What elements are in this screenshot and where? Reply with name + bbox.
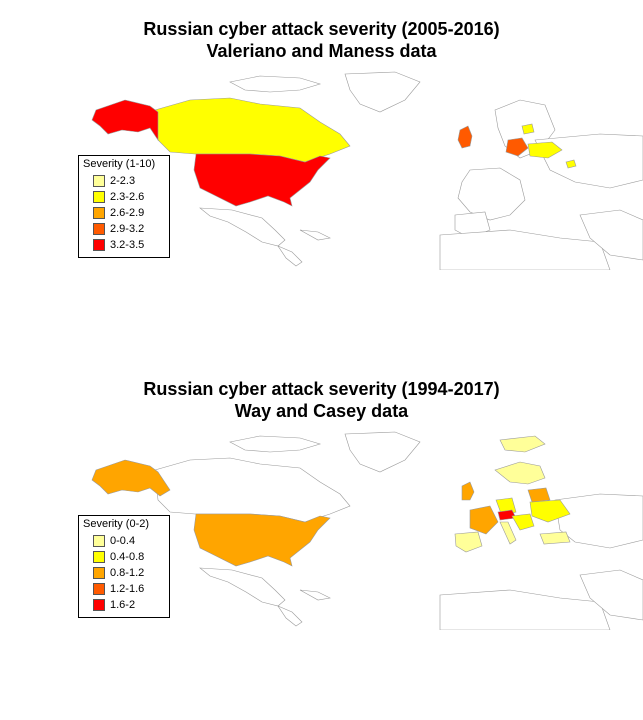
region-eastern-europe [534,133,643,189]
region-arctic-islands [229,435,322,453]
map-title-line2: Valeriano and Maness data [206,41,437,61]
country-baltics [521,123,535,135]
world-map-1 [91,71,643,270]
country-ukraine [527,141,563,159]
legend-label: 2.3-2.6 [110,191,145,203]
country-georgia [565,159,577,169]
country-ukraine [529,499,571,523]
country-usa [193,513,331,567]
legend-label: 2.9-3.2 [110,223,145,235]
legend-item: 2.6-2.9 [83,205,163,221]
country-alaska [91,459,171,497]
region-middle-east [579,209,643,261]
map-panel-1: Russian cyber attack severity (2005-2016… [0,0,643,300]
legend-item: 1.6-2 [83,597,163,613]
map-title-line1: Russian cyber attack severity (1994-2017… [143,379,500,399]
country-france [469,505,499,535]
legend-title: Severity (0-2) [83,518,150,530]
region-north-africa [439,229,611,270]
legend-swatch [93,175,105,187]
legend-item: 1.2-1.6 [83,581,163,597]
legend-swatch [93,223,105,235]
region-western-europe [457,167,526,221]
legend-swatch [93,583,105,595]
country-finland-region [494,461,546,485]
country-usa [193,153,331,207]
country-mexico [199,207,286,247]
region-arctic-islands [229,75,322,93]
legend-swatch [93,207,105,219]
country-italy [499,521,517,545]
legend-item: 2-2.3 [83,173,163,189]
map-title-line1: Russian cyber attack severity (2005-2016… [143,19,500,39]
map-panel-2: Russian cyber attack severity (1994-2017… [0,360,643,660]
legend-title: Severity (1-10) [83,158,156,170]
map-legend-1: Severity (1-10) 2-2.3 2.3-2.6 2.6-2.9 2.… [78,155,170,258]
country-uk [461,481,475,501]
legend-swatch [93,551,105,563]
country-uk [457,125,473,149]
legend-label: 2.6-2.9 [110,207,145,219]
legend-label: 2-2.3 [110,175,136,187]
country-canada [154,97,351,163]
country-balkans [511,513,535,531]
legend-swatch [93,191,105,203]
country-poland [505,137,529,157]
country-belarus [527,487,551,503]
legend-label: 3.2-3.5 [110,239,145,251]
map-title-line2: Way and Casey data [234,401,409,421]
legend-label: 0.8-1.2 [110,567,145,579]
country-canada [154,457,351,523]
legend-label: 0.4-0.8 [110,551,145,563]
region-greenland [344,431,421,473]
legend-item: 0.4-0.8 [83,549,163,565]
legend-item: 0-0.4 [83,533,163,549]
map-legend-2: Severity (0-2) 0-0.4 0.4-0.8 0.8-1.2 1.2… [78,515,170,618]
legend-label: 1.6-2 [110,599,136,611]
country-norway-sweden [499,435,546,453]
world-map-2 [91,431,643,630]
legend-item: 3.2-3.5 [83,237,163,253]
region-greenland [344,71,421,113]
legend-item: 2.3-2.6 [83,189,163,205]
legend-item: 2.9-3.2 [83,221,163,237]
region-caribbean [299,589,331,601]
region-caribbean [299,229,331,241]
legend-item: 0.8-1.2 [83,565,163,581]
legend-swatch [93,567,105,579]
country-spain [454,531,483,553]
legend-swatch [93,239,105,251]
region-north-africa [439,589,611,630]
legend-swatch [93,599,105,611]
region-central-america [277,245,303,267]
country-mexico [199,567,286,607]
legend-label: 1.2-1.6 [110,583,145,595]
region-central-america [277,605,303,627]
country-turkey [539,531,571,545]
region-middle-east [579,569,643,621]
legend-label: 0-0.4 [110,535,136,547]
legend-swatch [93,535,105,547]
country-alaska [91,99,159,141]
